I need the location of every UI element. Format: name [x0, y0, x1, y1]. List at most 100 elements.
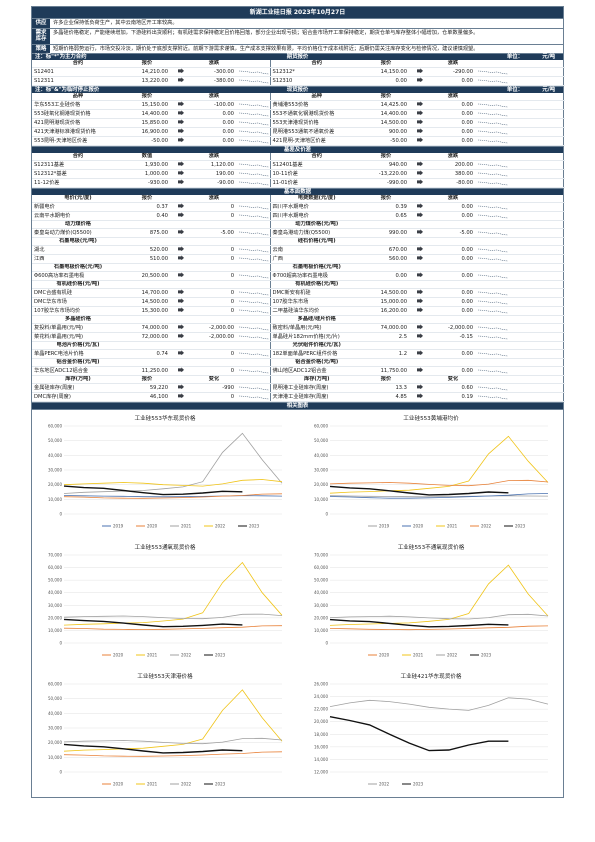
trend-arrow-cell [170, 323, 192, 334]
y-tick-label: 18,000 [314, 732, 328, 737]
arrow-icon [178, 272, 184, 278]
blank [236, 280, 270, 290]
arrow-icon [178, 229, 184, 235]
item-name: S12310 [269, 76, 363, 87]
sparkline [477, 79, 509, 84]
sparkline-cell [236, 271, 270, 282]
sparkline-path [238, 70, 270, 75]
item-name: Φ700超高功率石墨电极 [269, 271, 363, 282]
item-value: 14,150.00 [363, 67, 409, 78]
sparkline [238, 112, 270, 117]
item-name: 秦皇岛港动力煤(Q5500) [269, 228, 363, 239]
spot-bar: 注：标"&"为临时停止报价 现货报价 单位： 元/吨 [32, 86, 563, 94]
sparkline [477, 352, 509, 357]
item-value: 14,425.00 [363, 100, 409, 111]
arrow-icon [178, 324, 184, 330]
chart-svg: 0 10,000 20,000 30,000 40,000 50,000 60,000 202… [48, 682, 283, 787]
sparkline-path [477, 172, 509, 177]
y-tick-label: 50,000 [48, 697, 62, 702]
trend-arrow-cell [170, 211, 192, 222]
column-header [170, 93, 192, 102]
item-name: 553不通氧化钢港现货价格 [269, 109, 363, 120]
sparkline-cell [236, 127, 270, 138]
y-tick-label: 30,000 [48, 468, 62, 473]
arrow-icon [417, 110, 423, 116]
trend-arrow-cell [409, 136, 431, 147]
table-row: 单晶PERC电池片价格 0.74 0 182单面单晶PERC组件价格 1.2 0.00 [32, 349, 565, 360]
blank [475, 237, 565, 247]
item-name: 182单面单晶PERC组件价格 [269, 349, 363, 360]
item-name: 553天津港现货价格 [269, 118, 363, 129]
arrow-icon [417, 119, 423, 125]
sparkline [238, 335, 270, 340]
y-tick-label: 10,000 [314, 628, 328, 633]
trend-arrow-cell [409, 254, 431, 265]
sparkline [238, 291, 270, 296]
trend-arrow-cell [170, 100, 192, 111]
y-tick-label: 30,000 [314, 603, 328, 608]
group-col-change [431, 341, 475, 351]
trend-arrow-cell [409, 271, 431, 282]
sparkline [238, 248, 270, 253]
arrow-icon [178, 367, 184, 373]
sparkline-path [477, 248, 509, 253]
sparkline-cell [475, 178, 565, 189]
item-change: 0.00 [431, 202, 475, 213]
sparkline [238, 352, 270, 357]
column-header [409, 60, 431, 69]
y-tick-label: 20,000 [48, 616, 62, 621]
blank [170, 280, 192, 290]
arrow-icon [417, 170, 423, 176]
legend-label: 2022 [379, 782, 390, 787]
sparkline-cell [236, 118, 270, 129]
item-name: DMC华东市场 [32, 297, 124, 308]
trend-arrow-cell [170, 160, 192, 171]
group-col-change: 变化 [192, 375, 236, 385]
arrow-icon [178, 298, 184, 304]
y-tick-label: 30,000 [48, 603, 62, 608]
futures-title: 期货报价 [286, 54, 309, 61]
group-col-change: 涨跌 [192, 195, 236, 204]
item-change: 0.00 [192, 127, 236, 138]
trend-arrow-cell [170, 271, 192, 282]
group-col-value: 报价 [124, 375, 170, 385]
item-value: 20,500.00 [124, 271, 170, 282]
sparkline-cell [236, 228, 270, 239]
item-value: 13,220.00 [124, 76, 170, 87]
sparkline-path [477, 181, 509, 186]
item-change: 0 [192, 271, 236, 282]
sparkline-cell [236, 392, 270, 403]
report-page: 新湖工业硅日报 2023年10月27日 供应 许多企业保持低负荷生产，其中云南地区… [31, 6, 565, 799]
summary-label: 策略 [32, 44, 50, 54]
y-tick-label: 20,000 [48, 483, 62, 488]
chart-svg: 0 10,000 20,000 30,000 40,000 50,000 60,000 201… [48, 424, 283, 529]
chart-svg: 0 10,000 20,000 30,000 40,000 50,000 60,000 70,… [48, 553, 283, 658]
sparkline-path [477, 257, 509, 262]
sparkline-cell [475, 349, 565, 360]
item-value: 670.00 [363, 245, 409, 256]
sparkline [238, 70, 270, 75]
item-change: 0 [192, 245, 236, 256]
column-header: 报价 [363, 60, 409, 69]
arrow-icon [417, 393, 423, 399]
table-row: S12311基差 1,930.00 1,120.00 S12401基差 940.00 20… [32, 160, 565, 171]
sparkline-path [477, 335, 509, 340]
legend-label: 2021 [147, 653, 158, 658]
column-header [236, 153, 270, 162]
sparkline-path [477, 300, 509, 305]
item-value: 15,850.00 [124, 118, 170, 129]
y-tick-label: 22,000 [314, 707, 328, 712]
sparkline-cell [475, 271, 565, 282]
sparkline [477, 291, 509, 296]
item-value: 0.00 [363, 271, 409, 282]
sparkline-path [238, 112, 270, 117]
item-change: -90.00 [192, 178, 236, 189]
item-value: 990.00 [363, 228, 409, 239]
sparkline-cell [236, 332, 270, 343]
sparkline-path [477, 214, 509, 219]
y-tick-label: 14,000 [314, 757, 328, 762]
group-title: 多晶硅/硅片价格 [269, 315, 363, 325]
table-row: 金属硅库存(周度) 59,220 -990 昆明港工业硅库存(周度) 13.3 0.60 [32, 383, 565, 394]
item-name: 黄埔港553价格 [269, 100, 363, 111]
group-col-value [363, 220, 409, 230]
